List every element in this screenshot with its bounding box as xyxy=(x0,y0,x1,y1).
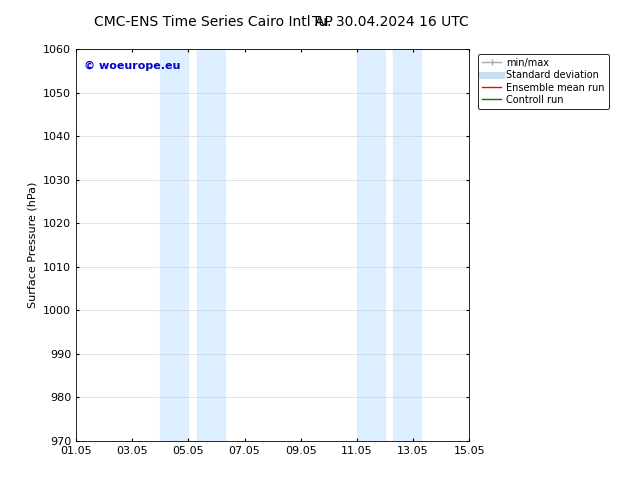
Bar xyxy=(160,49,188,441)
Legend: min/max, Standard deviation, Ensemble mean run, Controll run: min/max, Standard deviation, Ensemble me… xyxy=(478,54,609,109)
Text: © woeurope.eu: © woeurope.eu xyxy=(84,61,180,71)
Text: Tu. 30.04.2024 16 UTC: Tu. 30.04.2024 16 UTC xyxy=(312,15,469,29)
Text: CMC-ENS Time Series Cairo Intl AP: CMC-ENS Time Series Cairo Intl AP xyxy=(94,15,333,29)
Bar xyxy=(357,49,385,441)
Y-axis label: Surface Pressure (hPa): Surface Pressure (hPa) xyxy=(27,182,37,308)
Bar xyxy=(393,49,422,441)
Bar xyxy=(197,49,225,441)
